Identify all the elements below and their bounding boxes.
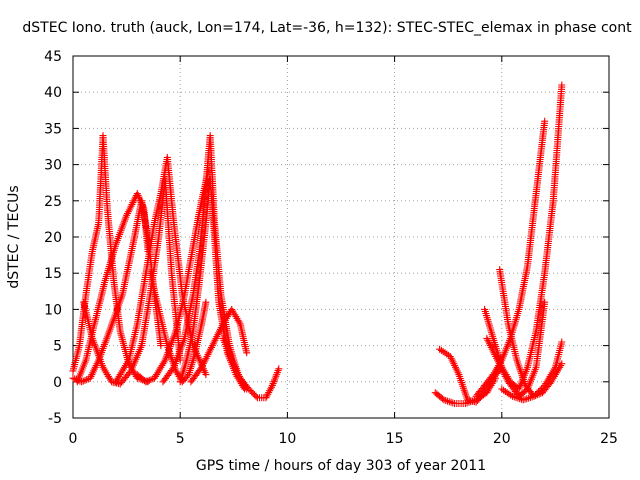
data-point [126,369,133,377]
series-arc18 [498,338,566,404]
data-point [523,395,531,403]
data-point [157,342,165,350]
data-point [79,377,87,385]
series-arc10 [187,305,251,386]
data-points [69,81,566,407]
series-arc9 [146,269,210,386]
data-point [532,391,539,399]
data-point [249,389,257,397]
chart-title: dSTEC Iono. truth (auck, Lon=174, Lat=-3… [22,20,632,36]
y-tick-label: 20 [44,230,62,246]
data-point [521,395,529,403]
data-point [202,298,210,306]
data-point [535,388,543,396]
data-point [533,389,541,397]
data-point [538,385,546,392]
y-tick-labels: -5 0 5 10 15 20 25 30 35 40 45 [44,49,62,427]
data-point [243,349,251,357]
y-tick-label: 45 [44,49,62,65]
grid-lines [73,56,609,418]
series-arc6 [133,168,212,386]
y-tick-label: 0 [53,375,62,391]
data-point [275,365,283,373]
axis-ticks [72,55,610,419]
y-tick-label: 15 [44,266,62,282]
data-point [246,387,254,394]
y-tick-label: 40 [44,85,62,101]
x-tick-label: 0 [69,431,78,447]
y-tick-label: -5 [48,411,62,427]
data-point [558,360,566,368]
data-point [541,117,549,125]
y-tick-label: 35 [44,121,62,137]
x-axis-label: GPS time / hours of day 303 of year 2011 [196,458,486,474]
data-point [558,81,566,89]
data-point [142,378,150,386]
y-axis-label: dSTEC / TECUs [6,185,22,288]
data-point [447,398,455,406]
data-point [144,377,152,385]
series-arc15 [481,81,566,393]
series-arc14 [472,117,549,400]
x-tick-label: 15 [386,431,404,447]
data-point [145,376,153,384]
data-point [541,298,549,306]
data-point [449,399,457,407]
data-point [81,376,89,384]
x-tick-label: 5 [176,431,185,447]
data-point [558,338,566,346]
data-point [252,392,260,400]
x-tick-label: 20 [493,431,511,447]
x-tick-label: 25 [600,431,618,447]
y-tick-label: 5 [53,339,62,355]
data-point [445,398,453,406]
data-point [251,391,258,399]
data-point [245,385,253,393]
x-tick-labels: 0 5 10 15 20 25 [69,431,618,447]
data-point [461,400,469,407]
series-arc5 [112,153,210,386]
data-point [83,376,91,384]
x-tick-label: 10 [278,431,296,447]
series-arc3 [73,190,152,386]
data-point [530,392,538,400]
series-arc16 [496,266,566,400]
data-point [202,371,210,379]
series-arc11 [219,334,283,402]
y-tick-label: 25 [44,194,62,210]
y-tick-label: 30 [44,158,62,174]
series-arc17 [483,298,549,400]
data-point [536,386,544,394]
y-tick-label: 10 [44,302,62,318]
